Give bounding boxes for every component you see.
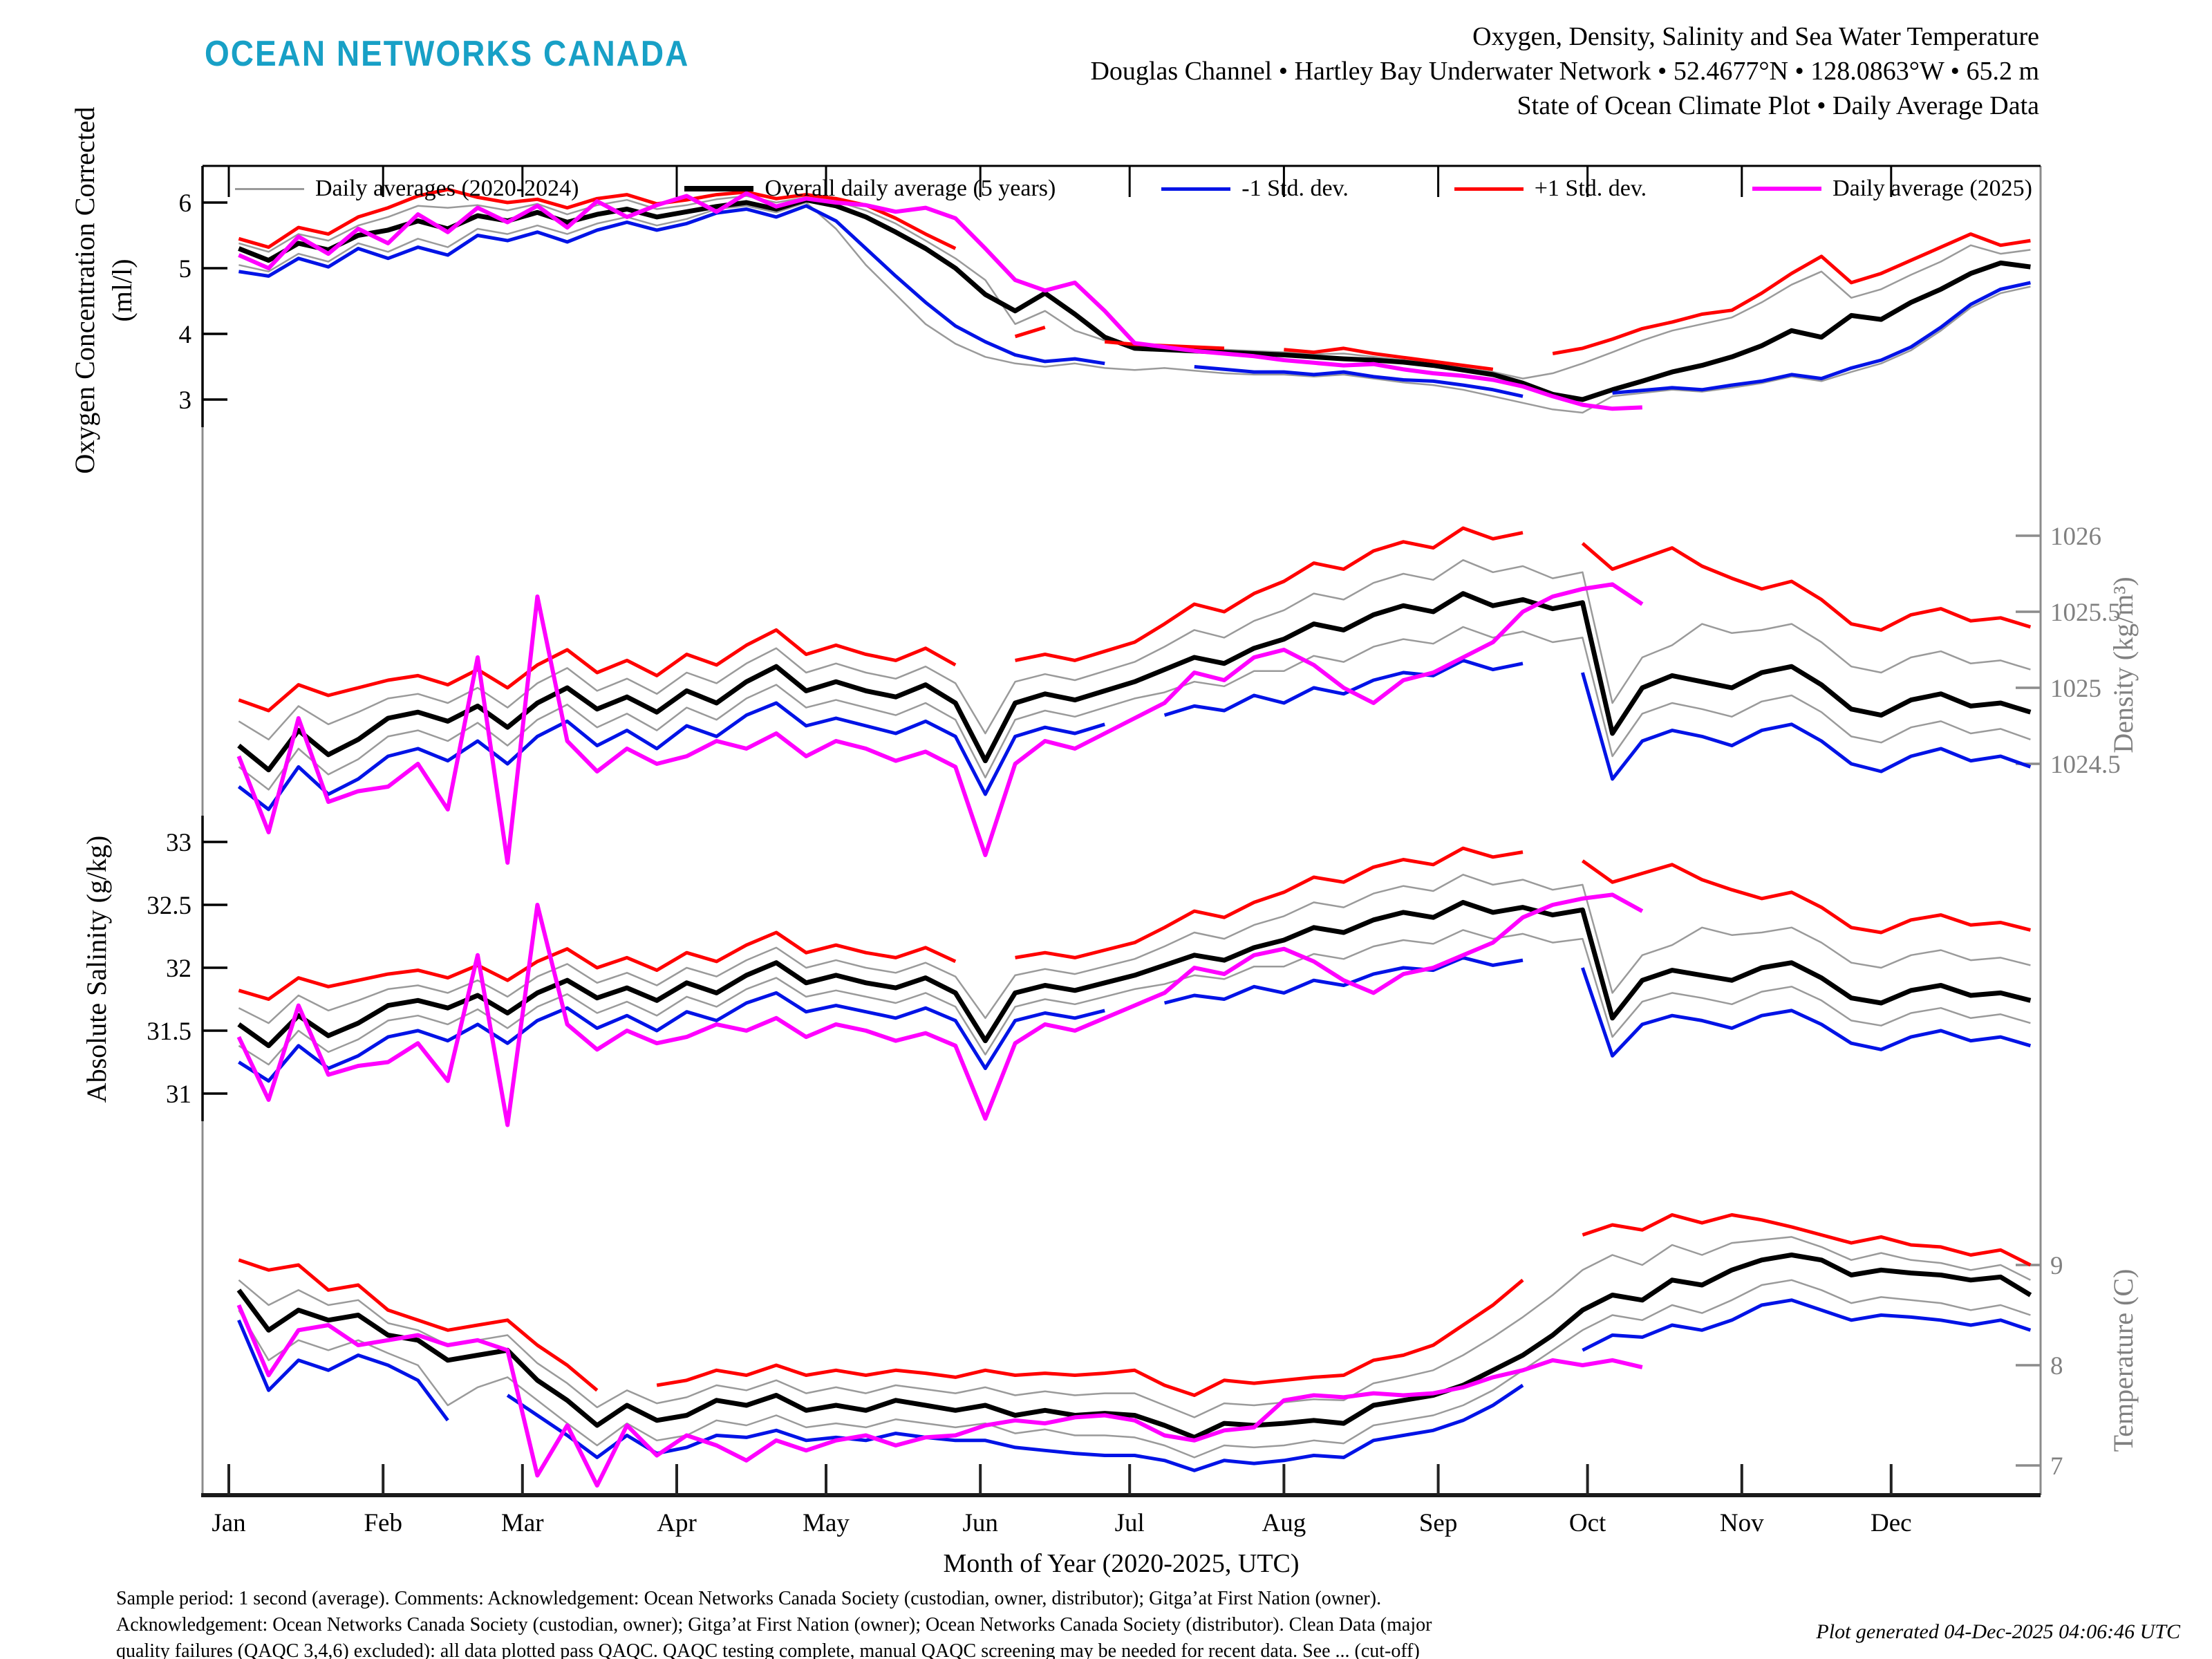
density-series-black <box>237 591 2032 773</box>
oxygen-tick-label-6: 6 <box>179 189 192 218</box>
legend-item-2: -1 Std. dev. <box>1161 176 1349 202</box>
temperature-series-blue <box>237 1298 2032 1472</box>
temperature-axis-label: Temperature (C) <box>2108 1268 2139 1452</box>
temperature-series-gray2 <box>238 1279 2031 1459</box>
month-label-May: May <box>803 1509 850 1537</box>
month-label-Jan: Jan <box>212 1509 245 1537</box>
plot-legend: Daily averages (2020-2024) Overall daily … <box>235 176 2032 202</box>
plot-title-block: Oxygen, Density, Salinity and Sea Water … <box>1090 19 2039 123</box>
legend-item-4: Daily average (2025) <box>1752 176 2032 202</box>
density-series-red <box>238 526 2032 713</box>
legend-item-1: Overall daily average (5 years) <box>684 176 1056 202</box>
legend-label-0: Daily averages (2020-2024) <box>315 176 579 201</box>
ocean-networks-canada-logo: OCEAN NETWORKS CANADA <box>205 32 690 74</box>
density-tick-label-1025.5: 1025.5 <box>2050 599 2121 627</box>
salinity-tick-label-32: 32 <box>166 955 191 983</box>
oxygen-series-blue <box>238 204 2031 398</box>
temperature-tick-label-9: 9 <box>2050 1252 2063 1280</box>
oxygen-tick-label-3: 3 <box>179 386 192 415</box>
legend-line-sample-0 <box>235 187 304 190</box>
legend-line-sample-2 <box>1161 187 1231 191</box>
month-label-Mar: Mar <box>501 1509 544 1537</box>
salinity-tick-label-33: 33 <box>166 829 191 857</box>
density-series-gray2 <box>238 626 2031 791</box>
temperature-tick-label-8: 8 <box>2050 1352 2063 1380</box>
salinity-series-gray1 <box>238 874 2031 1024</box>
salinity-series-black <box>237 899 2032 1049</box>
footer-comments: Sample period: 1 second (average). Comme… <box>116 1586 1432 1659</box>
month-label-Feb: Feb <box>364 1509 402 1537</box>
density-tick-label-1024.5: 1024.5 <box>2050 751 2121 779</box>
legend-label-3: +1 Std. dev. <box>1534 176 1647 201</box>
density-series-blue <box>237 658 2032 812</box>
oxygen-axis-label: Oxygen Concentration Corrected (ml/l) <box>66 107 141 474</box>
plot-title-line-3: State of Ocean Climate Plot • Daily Aver… <box>1517 91 2039 120</box>
month-label-Jul: Jul <box>1115 1509 1145 1537</box>
plot-title-line-1: Oxygen, Density, Salinity and Sea Water … <box>1472 22 2039 51</box>
temperature-tick-label-7: 7 <box>2050 1452 2063 1481</box>
legend-label-4: Daily average (2025) <box>1833 176 2032 201</box>
legend-item-3: +1 Std. dev. <box>1454 176 1647 202</box>
temperature-series-magenta <box>236 1304 1643 1488</box>
salinity-series-blue <box>238 955 2032 1083</box>
salinity-tick-label-31: 31 <box>166 1080 191 1109</box>
legend-item-0: Daily averages (2020-2024) <box>235 176 579 202</box>
oxygen-series-black <box>238 197 2031 402</box>
oxygen-series-magenta <box>238 191 1642 411</box>
legend-line-sample-3 <box>1454 187 1524 191</box>
x-axis-label: Month of Year (2020-2025, UTC) <box>943 1549 1300 1578</box>
salinity-tick-label-31.5: 31.5 <box>147 1018 191 1046</box>
plot-generated-timestamp: Plot generated 04-Dec-2025 04:06:46 UTC <box>1816 1620 2180 1643</box>
salinity-series-magenta <box>236 892 1644 1127</box>
density-series-gray1 <box>238 559 2031 741</box>
footer-line-1: Sample period: 1 second (average). Comme… <box>116 1588 1382 1609</box>
month-label-Jun: Jun <box>962 1509 997 1537</box>
temperature-series-gray1 <box>238 1236 2031 1418</box>
footer-line-3: quality failures (QAQC 3,4,6) excluded):… <box>116 1640 1420 1659</box>
temperature-series-red <box>238 1213 2032 1397</box>
density-tick-label-1026: 1026 <box>2050 523 2101 551</box>
salinity-series-gray2 <box>238 929 2031 1066</box>
density-series-magenta <box>236 582 1644 865</box>
oxygen-tick-label-4: 4 <box>179 321 192 349</box>
density-axis-label: Density (kg/m³) <box>2108 577 2139 753</box>
month-label-Apr: Apr <box>657 1509 697 1537</box>
oxygen-series-gray2 <box>238 201 2031 414</box>
footer-line-2: Acknowledgement: Ocean Networks Canada S… <box>116 1614 1432 1635</box>
legend-line-sample-4 <box>1752 187 1822 191</box>
month-label-Sep: Sep <box>1419 1509 1458 1537</box>
salinity-tick-label-32.5: 32.5 <box>147 892 191 920</box>
month-label-Nov: Nov <box>1720 1509 1764 1537</box>
temperature-series-black <box>236 1253 2032 1440</box>
legend-label-1: Overall daily average (5 years) <box>765 176 1056 201</box>
salinity-axis-label: Absolute Salinity (g/kg) <box>81 835 112 1103</box>
oxygen-tick-label-5: 5 <box>179 255 192 283</box>
salinity-series-red <box>238 846 2032 1001</box>
month-label-Oct: Oct <box>1569 1509 1606 1537</box>
month-label-Aug: Aug <box>1262 1509 1306 1537</box>
density-tick-label-1025: 1025 <box>2050 675 2101 703</box>
legend-label-2: -1 Std. dev. <box>1241 176 1349 201</box>
oxygen-axis-label-line1: Oxygen Concentration Corrected <box>69 106 100 474</box>
plot-title-line-2: Douglas Channel • Hartley Bay Underwater… <box>1090 57 2039 86</box>
legend-line-sample-1 <box>684 186 754 191</box>
oxygen-axis-label-line2: (ml/l) <box>106 259 138 322</box>
month-label-Dec: Dec <box>1871 1509 1912 1537</box>
